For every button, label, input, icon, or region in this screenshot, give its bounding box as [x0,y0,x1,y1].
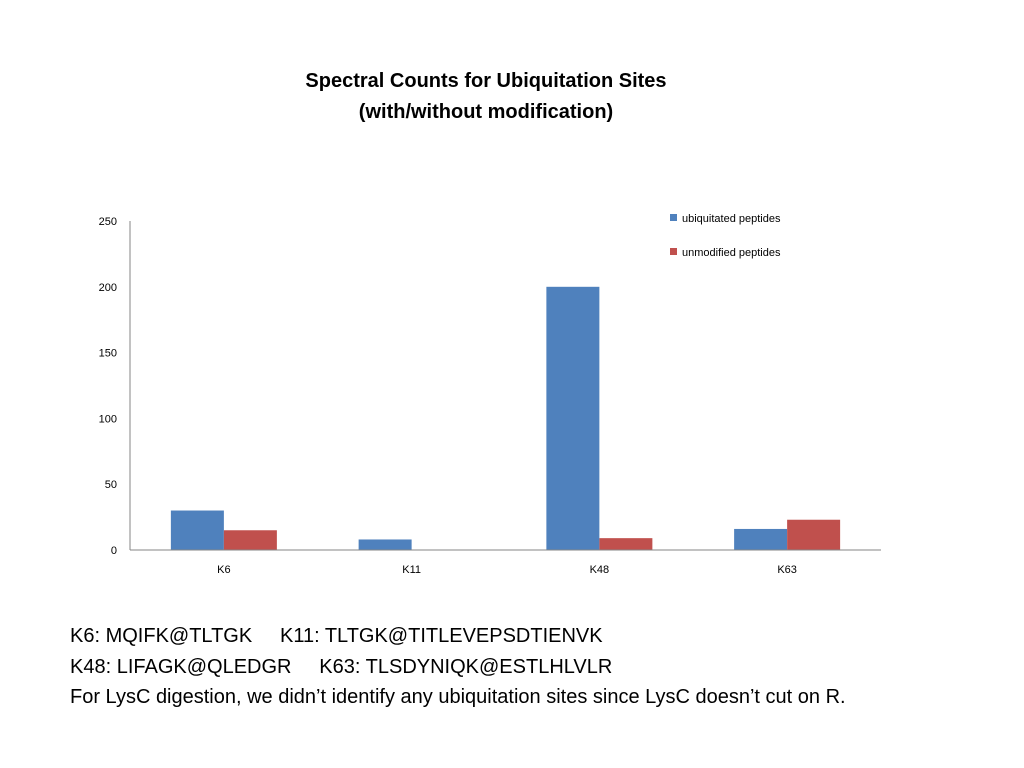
y-tick-labels: 0 50 100 150 200 250 [99,216,117,557]
x-tick-label: K48 [590,564,610,576]
x-tick-labels: K6 K11 K48 K63 [217,564,797,576]
x-tick-label: K11 [402,564,421,576]
y-tick-label: 250 [99,216,117,228]
bar-unmodified-peptides-K6 [223,530,277,550]
note-k11: K11: TLTGK@TITLEVEPSDTIENVK [279,625,603,647]
legend-label: unmodified peptides [682,247,781,259]
bar-chart: 0 50 100 150 200 250 K6 K11 K48 K63 ubiquitated … [99,213,881,576]
axes-group [129,221,881,551]
bar-ubiquitated-peptides-K6 [170,510,224,550]
note-k6: K6: MQIFK@TLTGK [70,625,253,647]
chart-title: Spectral Counts for Ubiquitation Sites (… [180,66,792,128]
y-tick-label: 0 [111,545,117,557]
bars-group [170,286,841,550]
bar-ubiquitated-peptides-K63 [734,528,788,550]
y-tick-label: 200 [99,282,117,294]
note-k63: K63: TLSDYNIQK@ESTLHLVLR [319,655,613,678]
x-tick-label: K63 [777,564,797,576]
legend-swatch [670,248,677,255]
y-tick-label: 150 [99,348,117,360]
note-lysc: For LysC digestion, we didn’t identify a… [70,686,846,708]
y-tick-label: 50 [105,479,117,491]
legend-label: ubiquitated peptides [682,213,781,225]
peptide-notes: K6: MQIFK@TLTGK K11: TLTGK@TITLEVEPSDTIE… [70,621,930,713]
bar-ubiquitated-peptides-K48 [546,286,600,550]
bar-unmodified-peptides-K63 [787,519,841,550]
notes-line-2: K48: LIFAGK@QLEDGR K63: TLSDYNIQK@ESTLHL… [70,652,930,683]
chart-title-line-2: (with/without modification) [358,101,614,123]
chart-title-line-1: Spectral Counts for Ubiquitation Sites [305,70,667,92]
bar-ubiquitated-peptides-K11 [358,539,412,550]
legend: ubiquitated peptides unmodified peptides [670,213,781,259]
x-tick-label: K6 [217,564,230,576]
legend-swatch [670,214,677,221]
y-tick-label: 100 [99,413,117,425]
notes-line-1: K6: MQIFK@TLTGK K11: TLTGK@TITLEVEPSDTIE… [70,621,930,652]
bar-unmodified-peptides-K48 [599,538,653,550]
note-k48: K48: LIFAGK@QLEDGR [70,655,292,678]
